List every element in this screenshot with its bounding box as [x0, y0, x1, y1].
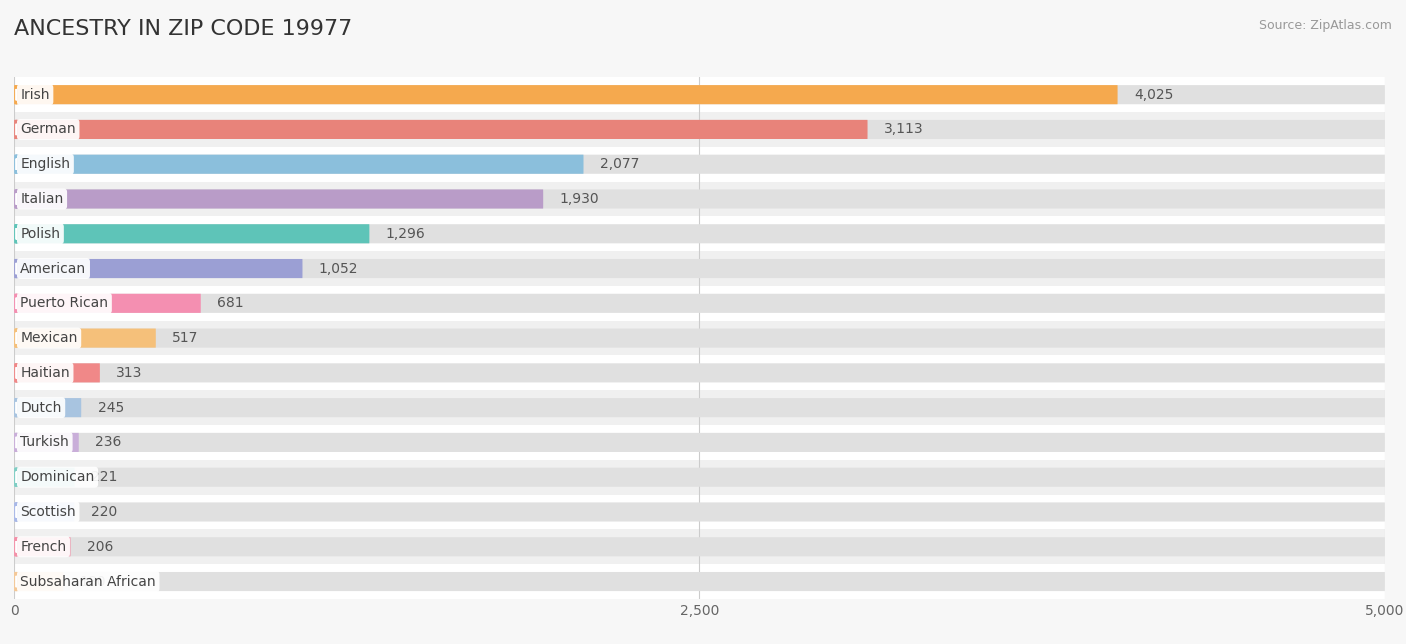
FancyBboxPatch shape [14, 120, 1385, 139]
Text: Irish: Irish [20, 88, 49, 102]
Text: Subsaharan African: Subsaharan African [20, 574, 156, 589]
Text: Haitian: Haitian [20, 366, 70, 380]
Bar [14, 77, 1385, 112]
Bar [14, 495, 1385, 529]
FancyBboxPatch shape [14, 502, 1385, 522]
Text: Turkish: Turkish [20, 435, 69, 450]
Text: 221: 221 [91, 470, 118, 484]
FancyBboxPatch shape [14, 294, 1385, 313]
Text: 1,052: 1,052 [319, 261, 359, 276]
FancyBboxPatch shape [14, 85, 1118, 104]
FancyBboxPatch shape [14, 224, 1385, 243]
Text: 1,296: 1,296 [385, 227, 426, 241]
Text: ANCESTRY IN ZIP CODE 19977: ANCESTRY IN ZIP CODE 19977 [14, 19, 353, 39]
Text: Source: ZipAtlas.com: Source: ZipAtlas.com [1258, 19, 1392, 32]
Text: 517: 517 [173, 331, 198, 345]
Text: German: German [20, 122, 76, 137]
Bar [14, 286, 1385, 321]
Text: 4,025: 4,025 [1135, 88, 1174, 102]
Text: Dutch: Dutch [20, 401, 62, 415]
FancyBboxPatch shape [14, 189, 543, 209]
FancyBboxPatch shape [14, 468, 1385, 487]
FancyBboxPatch shape [14, 363, 1385, 383]
FancyBboxPatch shape [14, 224, 370, 243]
Text: Scottish: Scottish [20, 505, 76, 519]
Text: Polish: Polish [20, 227, 60, 241]
Text: French: French [20, 540, 66, 554]
FancyBboxPatch shape [14, 398, 82, 417]
Bar [14, 460, 1385, 495]
FancyBboxPatch shape [14, 259, 1385, 278]
Bar [14, 529, 1385, 564]
FancyBboxPatch shape [14, 155, 583, 174]
FancyBboxPatch shape [14, 433, 1385, 452]
FancyBboxPatch shape [14, 537, 70, 556]
Bar [14, 425, 1385, 460]
Bar [14, 147, 1385, 182]
Text: 313: 313 [117, 366, 142, 380]
Text: English: English [20, 157, 70, 171]
FancyBboxPatch shape [14, 259, 302, 278]
Bar [14, 564, 1385, 599]
FancyBboxPatch shape [14, 328, 156, 348]
FancyBboxPatch shape [14, 468, 75, 487]
Text: 206: 206 [87, 540, 114, 554]
Text: 180: 180 [80, 574, 107, 589]
Bar [14, 251, 1385, 286]
Text: 681: 681 [217, 296, 243, 310]
Bar [14, 390, 1385, 425]
Text: 1,930: 1,930 [560, 192, 599, 206]
FancyBboxPatch shape [14, 155, 1385, 174]
FancyBboxPatch shape [14, 502, 75, 522]
FancyBboxPatch shape [14, 294, 201, 313]
Text: 220: 220 [91, 505, 117, 519]
Bar [14, 321, 1385, 355]
Text: 236: 236 [96, 435, 121, 450]
FancyBboxPatch shape [14, 433, 79, 452]
Text: Puerto Rican: Puerto Rican [20, 296, 108, 310]
Bar [14, 112, 1385, 147]
Text: Mexican: Mexican [20, 331, 77, 345]
Text: American: American [20, 261, 87, 276]
FancyBboxPatch shape [14, 398, 1385, 417]
Bar [14, 355, 1385, 390]
Bar [14, 182, 1385, 216]
FancyBboxPatch shape [14, 85, 1385, 104]
Text: Italian: Italian [20, 192, 63, 206]
Text: 2,077: 2,077 [600, 157, 640, 171]
FancyBboxPatch shape [14, 120, 868, 139]
Text: Dominican: Dominican [20, 470, 94, 484]
Text: 245: 245 [97, 401, 124, 415]
FancyBboxPatch shape [14, 328, 1385, 348]
Text: 3,113: 3,113 [884, 122, 924, 137]
FancyBboxPatch shape [14, 189, 1385, 209]
Bar [14, 216, 1385, 251]
FancyBboxPatch shape [14, 363, 100, 383]
FancyBboxPatch shape [14, 537, 1385, 556]
FancyBboxPatch shape [14, 572, 63, 591]
FancyBboxPatch shape [14, 572, 1385, 591]
